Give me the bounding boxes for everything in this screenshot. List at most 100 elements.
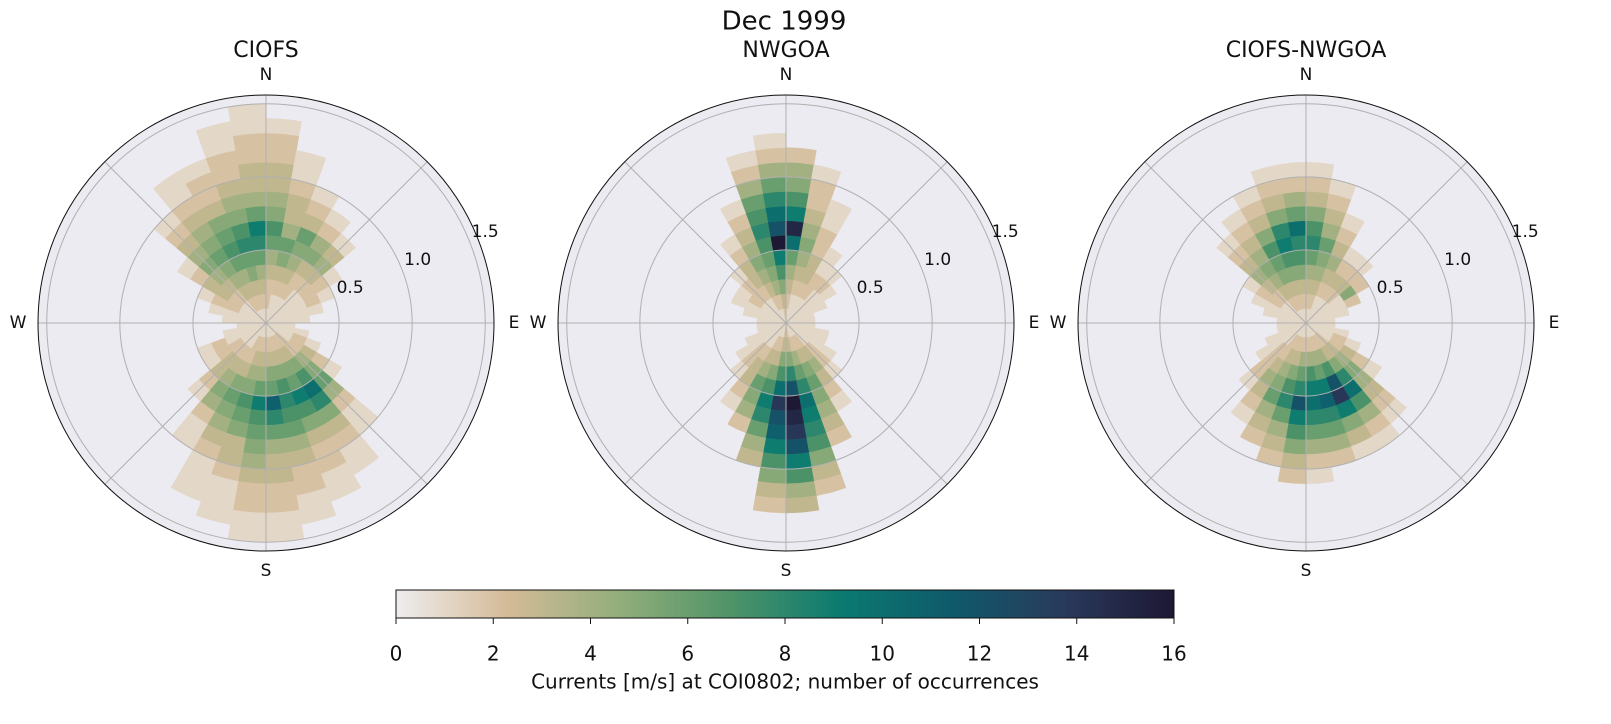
histogram-cell — [248, 220, 267, 237]
histogram-cell — [1255, 344, 1273, 361]
radial-tick-label: 0.5 — [1377, 278, 1404, 298]
histogram-cell — [768, 409, 787, 426]
histogram-cell — [752, 132, 787, 151]
spoke-grid-line — [265, 161, 428, 324]
histogram-cell — [293, 150, 327, 173]
histogram-cell — [265, 437, 290, 455]
histogram-cell — [170, 474, 207, 502]
histogram-cell — [265, 452, 292, 470]
histogram-cell — [1305, 409, 1325, 426]
histogram-cell — [785, 394, 802, 411]
histogram-cell — [770, 235, 787, 252]
ring-grid-line — [192, 249, 340, 397]
colorbar-tick-label: 8 — [779, 642, 792, 666]
colorbar-tick-label: 2 — [487, 642, 500, 666]
histogram-cell — [1305, 394, 1322, 411]
histogram-cell — [232, 132, 267, 151]
histogram-cell — [755, 147, 787, 165]
colorbar-tick-label: 14 — [1064, 642, 1089, 666]
radial-tick-label: 1.5 — [1512, 222, 1539, 242]
histogram-cell — [785, 452, 812, 470]
histogram-cell — [265, 220, 284, 237]
histogram-cell — [760, 176, 787, 194]
radial-tick-label: 1.0 — [924, 250, 951, 270]
colorbar-tick-label: 4 — [584, 642, 597, 666]
histogram-cell — [785, 176, 812, 194]
histogram-cell — [1305, 191, 1330, 209]
compass-label: N — [780, 65, 793, 85]
compass-label: N — [1300, 65, 1313, 85]
colorbar-tick-label: 12 — [967, 642, 992, 666]
spoke-grid-line — [104, 161, 267, 324]
ring-grid-line — [566, 103, 1006, 543]
radial-tick-label: 1.0 — [404, 250, 431, 270]
histogram-cell — [768, 220, 787, 237]
histogram-cell — [1287, 409, 1307, 426]
radial-tick-label: 0.5 — [857, 278, 884, 298]
histogram-cell — [765, 423, 787, 441]
histogram-cell — [825, 199, 853, 223]
histogram-cell — [1287, 220, 1307, 237]
histogram-cell — [1264, 332, 1281, 346]
histogram-cell — [242, 437, 267, 455]
radial-tick-label: 1.5 — [992, 222, 1019, 242]
ring-grid-line — [1159, 176, 1453, 470]
polar-panel: 0.5 1.0 1.5 N E S W NWGOA — [530, 38, 1040, 581]
colorbar-tick-label: 10 — [870, 642, 895, 666]
histogram-cell — [265, 132, 300, 151]
histogram-cell — [1343, 293, 1362, 309]
histogram-cell — [1305, 220, 1325, 237]
polar-frame — [557, 94, 1015, 552]
histogram-cell — [245, 423, 267, 441]
compass-label: S — [1301, 561, 1312, 581]
histogram-cell — [819, 285, 837, 302]
compass-label: S — [781, 561, 792, 581]
histogram-cell — [265, 118, 302, 137]
histogram-cell — [265, 481, 297, 499]
compass-label: E — [1029, 313, 1040, 333]
spoke-grid-line — [1144, 322, 1307, 485]
histogram-cell — [248, 409, 267, 426]
histogram-cell — [735, 344, 753, 361]
colorbar-tick-label: 0 — [390, 642, 403, 666]
histogram-cell — [755, 481, 787, 499]
ring-grid-line — [1086, 103, 1526, 543]
spoke-grid-line — [1144, 161, 1307, 324]
colorbar — [395, 589, 1175, 619]
histogram-cell — [265, 394, 282, 411]
ring-grid-line — [1232, 249, 1380, 397]
histogram-cell — [785, 220, 804, 237]
spoke-grid-line — [785, 322, 948, 485]
ring-grid-line — [46, 103, 486, 543]
histogram-cell — [230, 118, 267, 137]
histogram-cell — [1333, 307, 1350, 319]
spoke-grid-line — [265, 322, 428, 485]
histogram-cell — [762, 191, 787, 209]
spoke-grid-line — [1305, 161, 1468, 324]
histogram-cell — [1340, 212, 1365, 235]
histogram-cell — [240, 452, 267, 470]
compass-label: S — [261, 561, 272, 581]
histogram-cell — [265, 409, 284, 426]
histogram-cell — [1239, 423, 1267, 447]
radial-tick-label: 1.5 — [472, 222, 499, 242]
histogram-cell — [785, 205, 807, 223]
histogram-cell — [265, 176, 292, 194]
histogram-cell — [1280, 176, 1307, 194]
polar-panel: 0.5 1.0 1.5 N E S W CIOFS-NWGOA — [1050, 38, 1560, 581]
polar-frame — [37, 94, 495, 552]
colorbar-tick-label: 6 — [681, 642, 694, 666]
histogram-cell — [324, 208, 351, 234]
radial-tick-label: 1.0 — [1444, 250, 1471, 270]
ring-grid-line — [712, 249, 860, 397]
histogram-cell — [752, 495, 787, 514]
histogram-cell — [762, 437, 787, 455]
histogram-cell — [1305, 423, 1327, 441]
histogram-cell — [785, 437, 810, 455]
histogram-cell — [235, 481, 267, 499]
histogram-cell — [785, 409, 804, 426]
histogram-cell — [1280, 452, 1307, 470]
histogram-cell — [1282, 191, 1307, 209]
colorbar-label: Currents [m/s] at COI0802; number of occ… — [531, 670, 1039, 694]
